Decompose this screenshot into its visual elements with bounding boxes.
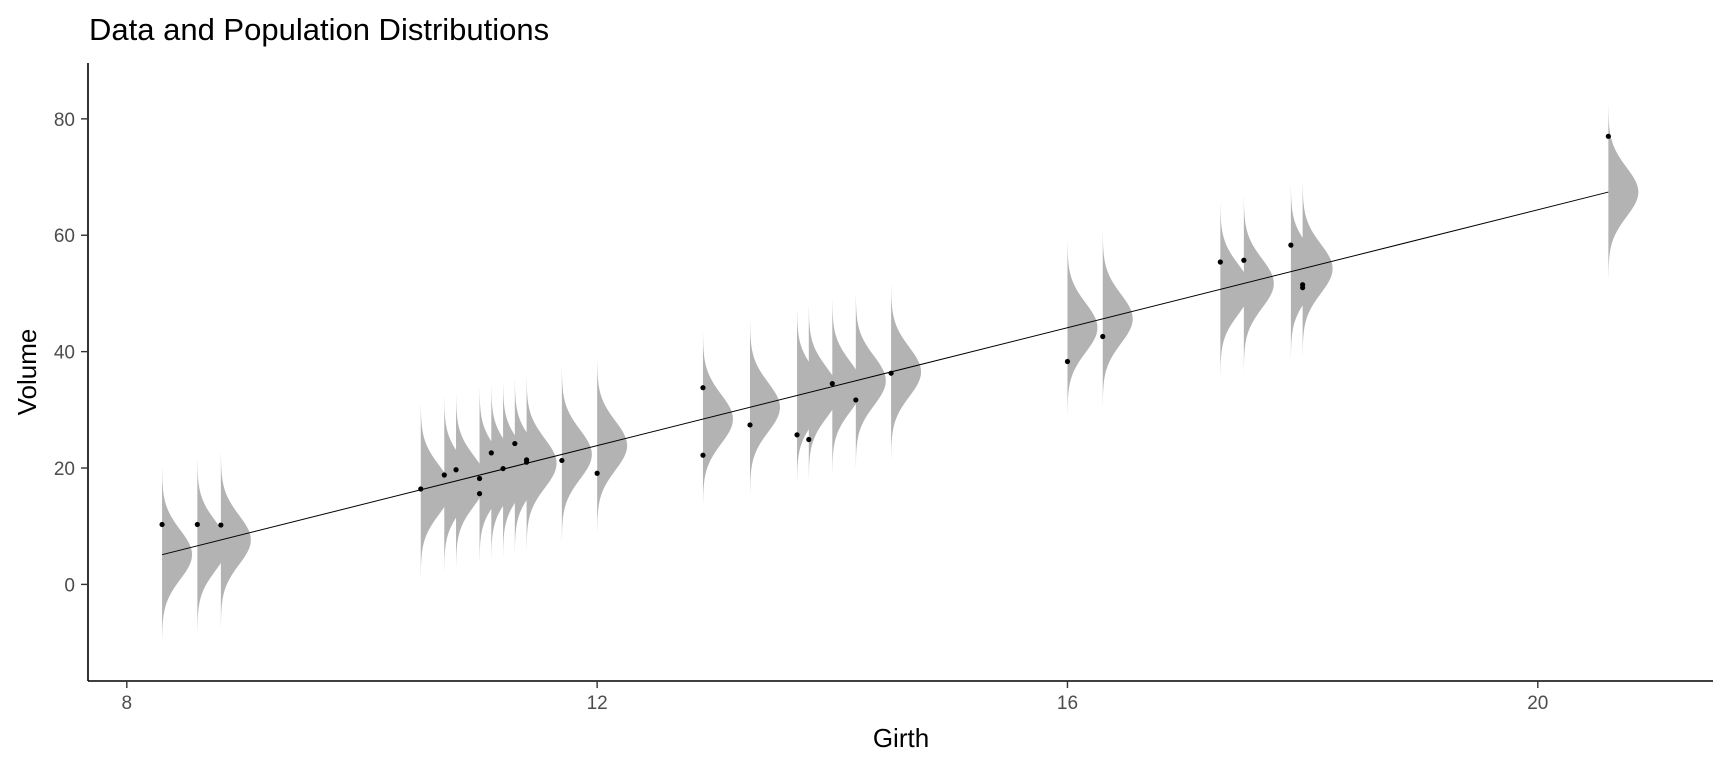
data-point (700, 452, 706, 458)
data-point (1064, 358, 1071, 365)
y-axis-title: Volume (12, 329, 42, 416)
chart-title: Data and Population Distributions (89, 12, 549, 47)
data-point (476, 491, 483, 497)
x-axis-title: Girth (873, 723, 929, 753)
density-curve (197, 459, 228, 633)
data-point (559, 457, 565, 464)
data-point (829, 381, 835, 387)
data-point (512, 440, 518, 447)
density-curve (832, 300, 863, 474)
data-point (159, 521, 165, 528)
data-point (700, 385, 706, 391)
data-point (453, 467, 459, 473)
data-point (500, 465, 506, 472)
data-point (1605, 133, 1611, 139)
density-curve (808, 305, 839, 480)
data-point (218, 522, 224, 528)
data-point (476, 475, 483, 482)
y-axis-ticks: 0 20 40 60 80 (54, 110, 88, 596)
density-curve (1243, 196, 1274, 371)
density-curve (1608, 105, 1639, 279)
data-point (194, 521, 200, 528)
density-curve (702, 332, 733, 506)
data-point (1288, 242, 1294, 248)
y-tick-label: 80 (54, 110, 75, 131)
data-point (853, 397, 859, 403)
density-curve (561, 367, 592, 542)
data-point (523, 457, 530, 463)
y-tick-label: 0 (64, 575, 75, 596)
density-curves (162, 105, 1639, 642)
density-curve (162, 468, 193, 642)
density-curve (749, 320, 780, 494)
data-point (1241, 257, 1247, 263)
data-point (747, 422, 753, 428)
density-curve (1302, 182, 1333, 356)
y-tick-label: 40 (54, 343, 75, 364)
density-curve (1067, 241, 1098, 415)
density-curve (526, 376, 557, 550)
x-tick-label: 20 (1527, 693, 1548, 714)
data-point (418, 486, 424, 492)
data-point (1300, 285, 1306, 291)
data-point (806, 436, 812, 443)
data-point (1217, 259, 1223, 265)
x-axis-ticks: 8 12 16 20 (122, 681, 1548, 714)
x-tick-label: 12 (587, 693, 608, 714)
y-tick-label: 60 (54, 226, 75, 247)
y-tick-label: 20 (54, 459, 75, 480)
density-curve (597, 359, 628, 533)
data-points (159, 133, 1611, 528)
data-point (1100, 333, 1106, 340)
data-point (794, 432, 800, 438)
x-tick-label: 8 (122, 693, 133, 714)
density-curve (891, 285, 922, 459)
density-curve (1102, 232, 1133, 406)
data-point (888, 370, 894, 376)
density-curve (1220, 202, 1251, 376)
density-curve (456, 394, 487, 568)
data-point (594, 470, 600, 476)
density-curve (855, 294, 886, 468)
density-curve (420, 403, 451, 577)
data-point (488, 450, 494, 456)
density-curve (220, 453, 251, 627)
data-point (441, 472, 447, 478)
regression-line (161, 191, 1609, 556)
plot-area (159, 105, 1639, 642)
x-tick-label: 16 (1057, 693, 1078, 714)
